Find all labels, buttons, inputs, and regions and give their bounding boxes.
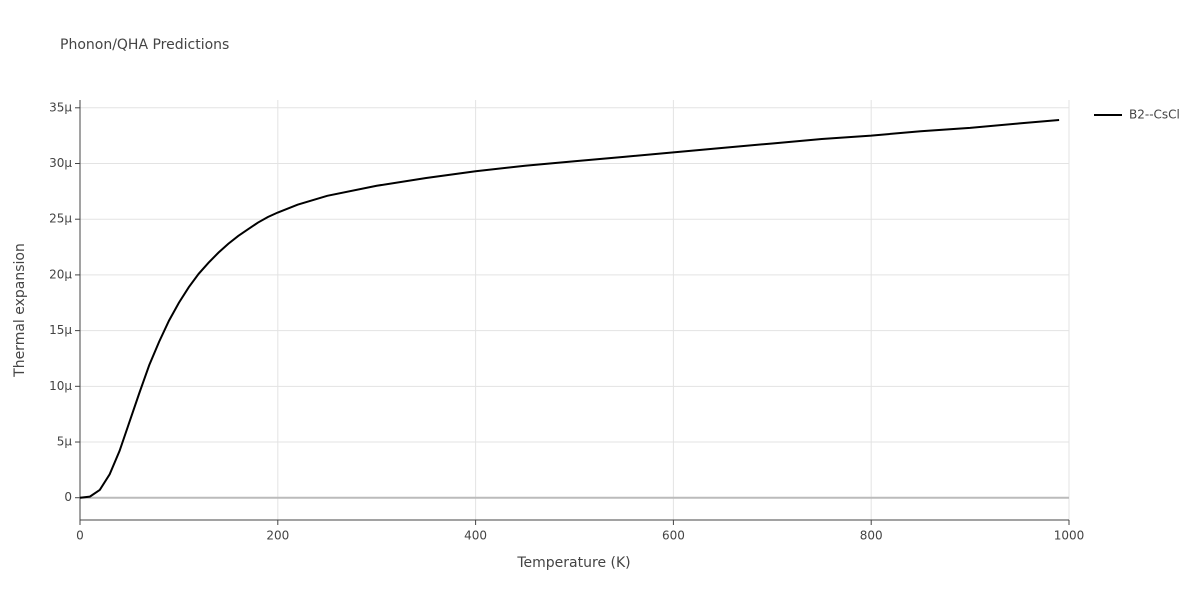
y-tick-label: 15μ	[49, 323, 72, 337]
x-tick-label: 600	[662, 529, 685, 543]
x-tick-label: 200	[266, 529, 289, 543]
x-tick-label: 1000	[1054, 529, 1085, 543]
x-tick-label: 800	[860, 529, 883, 543]
legend-label: B2--CsCl	[1129, 108, 1180, 122]
y-axis-title: Thermal expansion	[12, 243, 28, 378]
y-tick-label: 30μ	[49, 156, 72, 170]
y-tick-label: 25μ	[49, 212, 72, 226]
y-tick-label: 10μ	[49, 379, 72, 393]
y-tick-label: 0	[64, 490, 72, 504]
y-tick-label: 35μ	[49, 100, 72, 114]
line-series	[79, 119, 1060, 499]
y-tick-label: 5μ	[57, 435, 73, 449]
x-axis-title: Temperature (K)	[516, 555, 630, 571]
x-tick-label: 0	[76, 529, 84, 543]
y-tick-label: 20μ	[49, 267, 72, 281]
chart-title: Phonon/QHA Predictions	[60, 37, 229, 53]
x-tick-label: 400	[464, 529, 487, 543]
